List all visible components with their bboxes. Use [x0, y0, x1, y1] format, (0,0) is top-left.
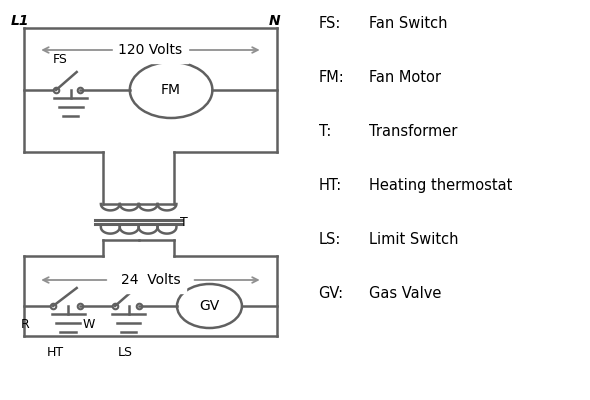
Text: GV:: GV: [319, 286, 344, 301]
Text: L1: L1 [11, 14, 29, 28]
Text: Transformer: Transformer [369, 124, 457, 139]
Text: FM:: FM: [319, 70, 345, 85]
Text: W: W [83, 318, 95, 331]
Text: FS: FS [53, 53, 68, 66]
Text: 24  Volts: 24 Volts [120, 273, 181, 287]
Text: Fan Motor: Fan Motor [369, 70, 441, 85]
Text: LS:: LS: [319, 232, 341, 247]
Text: HT:: HT: [319, 178, 342, 193]
Text: Fan Switch: Fan Switch [369, 16, 447, 31]
Text: R: R [21, 318, 30, 331]
Text: Heating thermostat: Heating thermostat [369, 178, 512, 193]
Text: Gas Valve: Gas Valve [369, 286, 441, 301]
Text: FS:: FS: [319, 16, 341, 31]
Text: FM: FM [161, 83, 181, 97]
Text: 120 Volts: 120 Volts [119, 43, 182, 57]
Text: N: N [268, 14, 280, 28]
Text: HT: HT [47, 346, 64, 359]
Text: LS: LS [118, 346, 133, 359]
Text: GV: GV [199, 299, 219, 313]
Text: T: T [180, 216, 188, 228]
Text: T:: T: [319, 124, 331, 139]
Text: Limit Switch: Limit Switch [369, 232, 458, 247]
